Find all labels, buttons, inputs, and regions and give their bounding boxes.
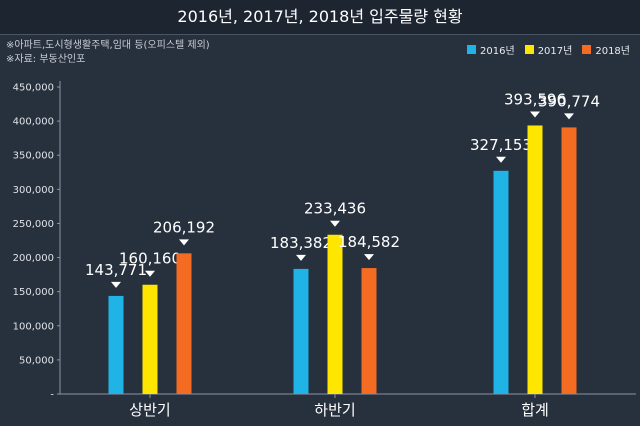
bar-2017-1	[327, 234, 343, 394]
y-tick-label: 400,000	[13, 117, 54, 128]
data-label: 206,192	[153, 218, 215, 236]
category-label: 하반기	[314, 401, 355, 419]
legend-item-2018: 2018년	[582, 42, 630, 57]
bar-2017-0	[142, 284, 158, 394]
y-tick-label: 200,000	[13, 253, 54, 264]
y-tick-label: 50,000	[19, 355, 54, 366]
data-label: 327,153	[470, 136, 532, 154]
pointer-marker	[496, 156, 506, 163]
data-label: 160,160	[119, 250, 181, 268]
y-tick-label: 300,000	[13, 185, 54, 196]
title-bar	[0, 0, 640, 35]
y-tick-label: 450,000	[13, 83, 54, 94]
category-label: 상반기	[129, 401, 170, 419]
pointer-marker	[330, 220, 340, 227]
data-label: 233,436	[304, 200, 366, 218]
pointer-marker	[564, 113, 574, 120]
note-source: ※자료: 부동산인포	[6, 54, 86, 65]
data-label: 143,771	[85, 261, 147, 279]
bar-2018-1	[361, 268, 377, 394]
legend: 2016년 2017년 2018년	[467, 42, 630, 57]
legend-swatch-2017	[524, 45, 534, 54]
legend-item-2017: 2017년	[524, 42, 573, 57]
data-label: 390,774	[538, 92, 600, 110]
y-tick-label: -	[50, 390, 54, 401]
data-label: 393,596	[504, 90, 566, 108]
pointer-marker	[111, 281, 121, 288]
legend-label-2017: 2017년	[537, 46, 573, 57]
y-tick-label: 150,000	[13, 287, 54, 298]
data-label: 183,382	[270, 234, 332, 252]
y-tick-label: 100,000	[13, 321, 54, 332]
legend-swatch-2016	[467, 45, 477, 54]
pointer-marker	[145, 270, 155, 277]
bar-2018-2	[561, 127, 577, 394]
pointer-marker	[179, 239, 189, 246]
legend-label-2018: 2018년	[595, 46, 630, 57]
y-tick-label: 350,000	[13, 151, 54, 162]
note-scope: ※아파트,도시형생활주택,임대 등(오피스텔 제외)	[6, 40, 210, 51]
bar-2016-1	[293, 268, 309, 394]
bar-2017-2	[527, 125, 543, 394]
y-tick-label: 250,000	[13, 219, 54, 230]
bar-2018-0	[176, 253, 192, 394]
chart-title: 2016년, 2017년, 2018년 입주물량 현황	[177, 7, 463, 26]
category-label: 합계	[521, 401, 549, 419]
pointer-marker	[296, 254, 306, 261]
pointer-marker	[530, 111, 540, 118]
legend-swatch-2018	[582, 45, 592, 54]
data-label: 184,582	[338, 233, 400, 251]
legend-label-2016: 2016년	[480, 46, 515, 57]
bar-2016-2	[493, 170, 509, 394]
legend-item-2016: 2016년	[467, 42, 515, 57]
bar-2016-0	[108, 295, 124, 394]
pointer-marker	[364, 254, 374, 261]
